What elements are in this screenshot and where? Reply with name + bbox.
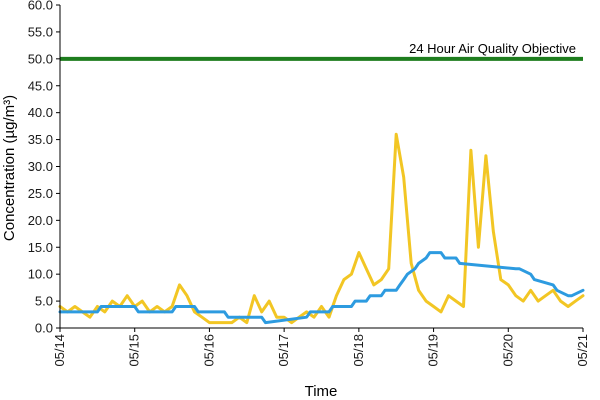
y-axis-title: Concentration (µg/m³) xyxy=(1,95,18,241)
x-tick-label: 05/15 xyxy=(127,334,142,367)
y-tick-label: 30.0 xyxy=(28,159,53,174)
y-tick-label: 55.0 xyxy=(28,24,53,39)
x-tick-label: 05/20 xyxy=(500,334,515,367)
x-tick-label: 05/14 xyxy=(52,334,67,367)
x-tick-label: 05/19 xyxy=(426,334,441,367)
y-tick-label: 0.0 xyxy=(35,321,53,336)
series-line-2 xyxy=(58,251,585,325)
x-tick-label: 05/17 xyxy=(276,334,291,367)
axes xyxy=(59,5,583,329)
series-line-1 xyxy=(58,132,585,325)
y-tick-label: 50.0 xyxy=(28,51,53,66)
x-axis-ticks: 05/14 05/15 05/16 05/17 05/18 05/19 05/20 05/21 xyxy=(52,328,590,367)
series-layer xyxy=(58,56,585,325)
y-tick-label: 25.0 xyxy=(28,186,53,201)
y-tick-label: 10.0 xyxy=(28,267,53,282)
x-tick-label: 05/16 xyxy=(201,334,216,367)
y-axis-ticks: 0.0 5.0 10.0 15.0 20.0 25.0 30.0 35.0 40.0 45.0 50… xyxy=(28,0,60,336)
y-tick-label: 45.0 xyxy=(28,78,53,93)
x-axis-title: Time xyxy=(305,383,338,400)
x-tick-label: 05/18 xyxy=(351,334,366,367)
y-tick-label: 5.0 xyxy=(35,294,53,309)
y-tick-label: 60.0 xyxy=(28,0,53,13)
x-tick-label: 05/21 xyxy=(575,334,590,367)
objective-annotation: 24 Hour Air Quality Objective xyxy=(409,41,576,56)
y-tick-label: 15.0 xyxy=(28,240,53,255)
y-tick-label: 20.0 xyxy=(28,213,53,228)
y-tick-label: 35.0 xyxy=(28,132,53,147)
y-tick-label: 40.0 xyxy=(28,105,53,120)
